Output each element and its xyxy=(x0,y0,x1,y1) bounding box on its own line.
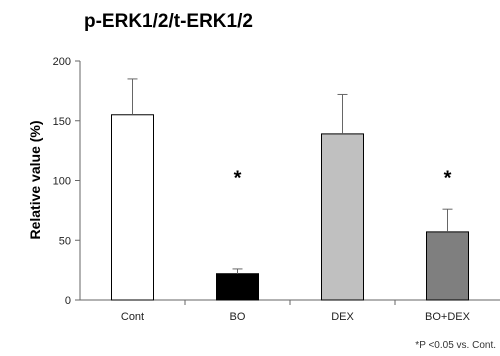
chart-title: p-ERK1/2/t-ERK1/2 xyxy=(84,11,253,32)
bars xyxy=(111,114,469,301)
x-tick-label: BO xyxy=(230,311,246,323)
x-tick-label: DEX xyxy=(331,311,354,323)
bar-bo-dex xyxy=(426,231,469,301)
y-tick-label: 0 xyxy=(65,295,71,307)
bar-dex xyxy=(321,133,364,301)
bar-bo xyxy=(216,273,259,301)
footnote: *P <0.05 vs. Cont. xyxy=(415,340,496,351)
y-tick-label: 200 xyxy=(53,56,71,68)
significance-marks: * * xyxy=(234,168,452,190)
y-tick-label: 100 xyxy=(53,176,71,188)
y-ticks: 0 50 100 150 200 xyxy=(53,56,80,307)
y-axis-label: Relative value (%) xyxy=(27,120,43,239)
error-bars xyxy=(127,78,453,274)
y-tick-label: 150 xyxy=(53,116,71,128)
significance-star: * xyxy=(234,168,242,190)
y-tick-label: 50 xyxy=(59,235,71,247)
significance-star: * xyxy=(444,168,452,190)
x-ticks: Cont BO DEX BO+DEX xyxy=(121,300,471,323)
x-tick-label: Cont xyxy=(121,311,144,323)
bar-cont xyxy=(111,114,154,301)
x-tick-label: BO+DEX xyxy=(425,311,471,323)
